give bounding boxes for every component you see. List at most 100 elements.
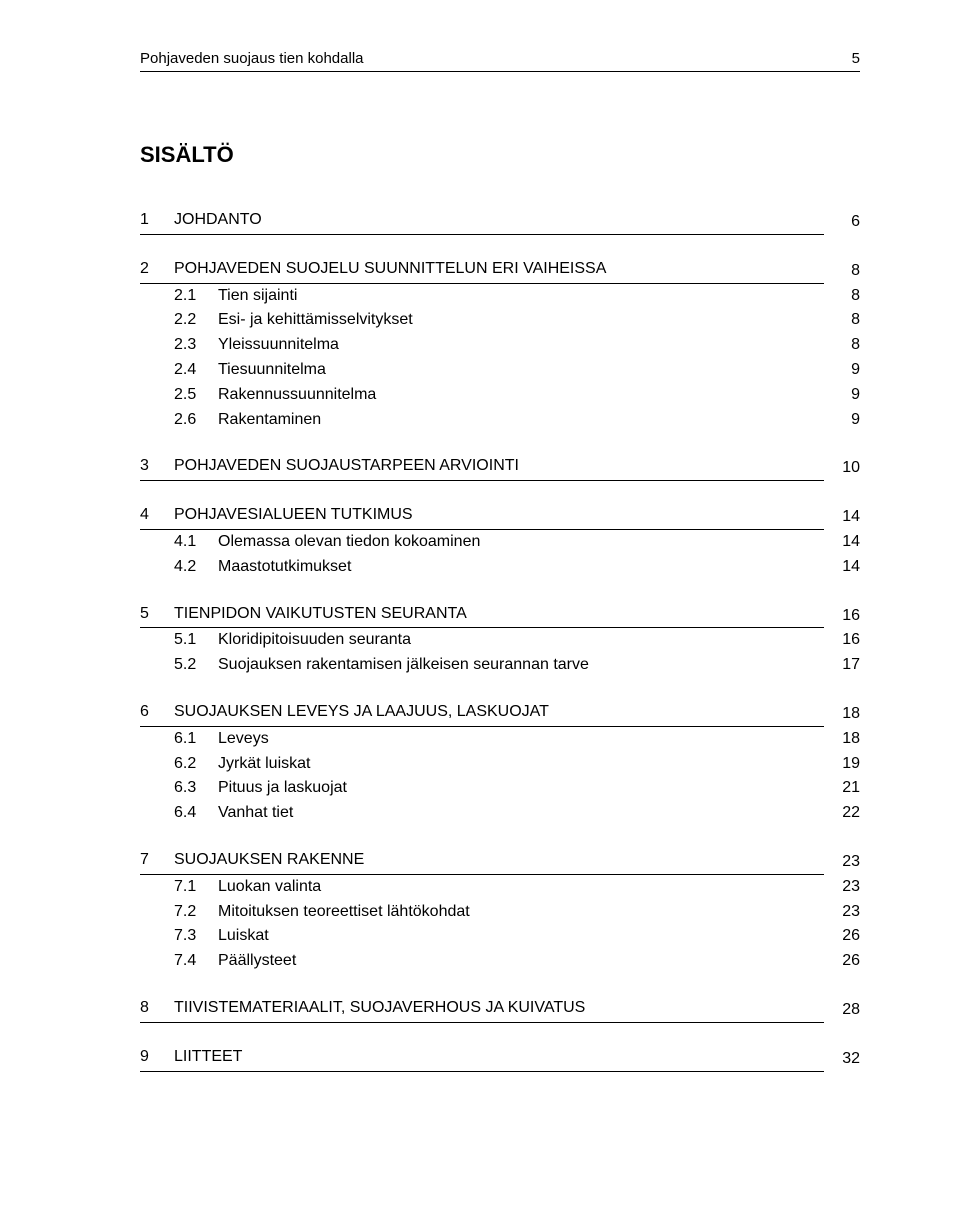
toc-section-label: TIIVISTEMATERIAALIT, SUOJAVERHOUS JA KUI…: [174, 996, 585, 1021]
toc-sub-number: 2.4: [174, 358, 218, 383]
toc-underline: 8TIIVISTEMATERIAALIT, SUOJAVERHOUS JA KU…: [140, 996, 824, 1023]
toc-sub-label: Tien sijainti: [218, 284, 297, 309]
toc-sub-number: 5.2: [174, 653, 218, 678]
header-rule: [140, 71, 860, 72]
toc-section: 6SUOJAUKSEN LEVEYS JA LAAJUUS, LASKUOJAT…: [140, 700, 860, 826]
toc-sub-entry[interactable]: 2.2Esi- ja kehittämisselvitykset8: [140, 308, 860, 333]
toc-top-entry[interactable]: 4POHJAVESIALUEEN TUTKIMUS14: [140, 503, 860, 530]
page-header: Pohjaveden suojaus tien kohdalla 5: [140, 50, 860, 67]
toc-sub-number: 6.1: [174, 727, 218, 752]
toc-sub-number: 7.3: [174, 924, 218, 949]
toc-sub-number: 2.1: [174, 284, 218, 309]
toc-section-number: 6: [140, 700, 174, 725]
toc-section-page: 16: [830, 604, 860, 629]
toc-section-label: POHJAVEDEN SUOJAUSTARPEEN ARVIOINTI: [174, 454, 519, 479]
toc-sub-page: 26: [830, 924, 860, 949]
toc-section: 5TIENPIDON VAIKUTUSTEN SEURANTA 165.1Klor…: [140, 602, 860, 678]
header-page-number: 5: [852, 50, 860, 67]
toc-top-entry[interactable]: 7SUOJAUKSEN RAKENNE23: [140, 848, 860, 875]
toc-sub-number: 6.3: [174, 776, 218, 801]
toc-sub-entry[interactable]: 6.3Pituus ja laskuojat 21: [140, 776, 860, 801]
toc-sub-label: Pituus ja laskuojat: [218, 776, 347, 801]
toc-sub-entry[interactable]: 4.1Olemassa olevan tiedon kokoaminen14: [140, 530, 860, 555]
toc-sub-page: 23: [830, 900, 860, 925]
table-of-contents: 1JOHDANTO6 2POHJAVEDEN SUOJELU SUUNNITTEL…: [140, 208, 860, 1072]
toc-section-page: 14: [830, 505, 860, 530]
toc-top-entry[interactable]: 8TIIVISTEMATERIAALIT, SUOJAVERHOUS JA KU…: [140, 996, 860, 1023]
toc-section-label: POHJAVEDEN SUOJELU SUUNNITTELUN ERI VAIH…: [174, 257, 606, 282]
toc-sub-page: 9: [830, 358, 860, 383]
toc-section: 2POHJAVEDEN SUOJELU SUUNNITTELUN ERI VAI…: [140, 257, 860, 433]
toc-sub-number: 2.6: [174, 408, 218, 433]
toc-sub-number: 4.1: [174, 530, 218, 555]
toc-underline: 7SUOJAUKSEN RAKENNE: [140, 848, 824, 875]
toc-top-entry[interactable]: 9LIITTEET32: [140, 1045, 860, 1072]
toc-section: 3POHJAVEDEN SUOJAUSTARPEEN ARVIOINTI10: [140, 454, 860, 481]
toc-sub-number: 2.3: [174, 333, 218, 358]
toc-sub-number: 2.2: [174, 308, 218, 333]
toc-sub-page: 21: [830, 776, 860, 801]
toc-section-page: 32: [830, 1047, 860, 1072]
toc-sub-entry[interactable]: 2.1Tien sijainti 8: [140, 284, 860, 309]
toc-sub-entry[interactable]: 7.3Luiskat26: [140, 924, 860, 949]
toc-sub-entry[interactable]: 4.2Maastotutkimukset14: [140, 555, 860, 580]
toc-sub-page: 9: [830, 383, 860, 408]
toc-sub-number: 7.4: [174, 949, 218, 974]
toc-top-entry[interactable]: 5TIENPIDON VAIKUTUSTEN SEURANTA 16: [140, 602, 860, 629]
toc-sub-entry[interactable]: 7.1Luokan valinta23: [140, 875, 860, 900]
toc-section-label: TIENPIDON VAIKUTUSTEN SEURANTA: [174, 602, 467, 627]
toc-sub-page: 8: [830, 333, 860, 358]
toc-sub-label: Leveys: [218, 727, 269, 752]
toc-sub-page: 18: [830, 727, 860, 752]
toc-sub-entry[interactable]: 2.3Yleissuunnitelma 8: [140, 333, 860, 358]
toc-underline: 2POHJAVEDEN SUOJELU SUUNNITTELUN ERI VAI…: [140, 257, 824, 284]
toc-underline: 6SUOJAUKSEN LEVEYS JA LAAJUUS, LASKUOJAT: [140, 700, 824, 727]
toc-section-page: 28: [830, 998, 860, 1023]
toc-sub-entry[interactable]: 6.1Leveys 18: [140, 727, 860, 752]
toc-sub-page: 14: [830, 555, 860, 580]
toc-sub-number: 6.2: [174, 752, 218, 777]
toc-sub-page: 17: [830, 653, 860, 678]
toc-sub-label: Jyrkät luiskat: [218, 752, 310, 777]
toc-sub-number: 6.4: [174, 801, 218, 826]
toc-sub-entry[interactable]: 2.5Rakennussuunnitelma9: [140, 383, 860, 408]
toc-sub-label: Maastotutkimukset: [218, 555, 351, 580]
toc-section-number: 8: [140, 996, 174, 1021]
header-title: Pohjaveden suojaus tien kohdalla: [140, 50, 364, 67]
toc-sub-page: 8: [830, 284, 860, 309]
toc-section-page: 10: [830, 456, 860, 481]
toc-section-page: 6: [830, 210, 860, 235]
toc-sub-page: 26: [830, 949, 860, 974]
toc-top-entry[interactable]: 2POHJAVEDEN SUOJELU SUUNNITTELUN ERI VAI…: [140, 257, 860, 284]
toc-section-page: 18: [830, 702, 860, 727]
toc-section-number: 5: [140, 602, 174, 627]
toc-sub-entry[interactable]: 2.4Tiesuunnitelma 9: [140, 358, 860, 383]
toc-section: 9LIITTEET32: [140, 1045, 860, 1072]
toc-sub-page: 14: [830, 530, 860, 555]
toc-sub-label: Tiesuunnitelma: [218, 358, 326, 383]
toc-sub-entry[interactable]: 5.1Kloridipitoisuuden seuranta16: [140, 628, 860, 653]
toc-top-entry[interactable]: 3POHJAVEDEN SUOJAUSTARPEEN ARVIOINTI10: [140, 454, 860, 481]
toc-section-label: POHJAVESIALUEEN TUTKIMUS: [174, 503, 413, 528]
toc-sub-entry[interactable]: 6.4Vanhat tiet22: [140, 801, 860, 826]
toc-sub-entry[interactable]: 7.2Mitoituksen teoreettiset lähtökohdat2…: [140, 900, 860, 925]
toc-sub-page: 8: [830, 308, 860, 333]
toc-section: 4POHJAVESIALUEEN TUTKIMUS144.1Olemassa o…: [140, 503, 860, 579]
toc-sub-page: 23: [830, 875, 860, 900]
toc-sub-label: Rakentaminen: [218, 408, 321, 433]
toc-section: 1JOHDANTO6: [140, 208, 860, 235]
toc-sub-label: Yleissuunnitelma: [218, 333, 339, 358]
toc-top-entry[interactable]: 1JOHDANTO6: [140, 208, 860, 235]
toc-sub-number: 5.1: [174, 628, 218, 653]
toc-top-entry[interactable]: 6SUOJAUKSEN LEVEYS JA LAAJUUS, LASKUOJAT…: [140, 700, 860, 727]
toc-sub-entry[interactable]: 2.6Rakentaminen9: [140, 408, 860, 433]
toc-sub-label: Mitoituksen teoreettiset lähtökohdat: [218, 900, 470, 925]
toc-section-label: LIITTEET: [174, 1045, 242, 1070]
toc-sub-entry[interactable]: 6.2Jyrkät luiskat19: [140, 752, 860, 777]
toc-sub-label: Suojauksen rakentamisen jälkeisen seuran…: [218, 653, 589, 678]
toc-sub-entry[interactable]: 5.2Suojauksen rakentamisen jälkeisen seu…: [140, 653, 860, 678]
toc-section-page: 23: [830, 850, 860, 875]
toc-section-number: 1: [140, 208, 174, 233]
toc-sub-entry[interactable]: 7.4Päällysteet26: [140, 949, 860, 974]
toc-underline: 4POHJAVESIALUEEN TUTKIMUS: [140, 503, 824, 530]
